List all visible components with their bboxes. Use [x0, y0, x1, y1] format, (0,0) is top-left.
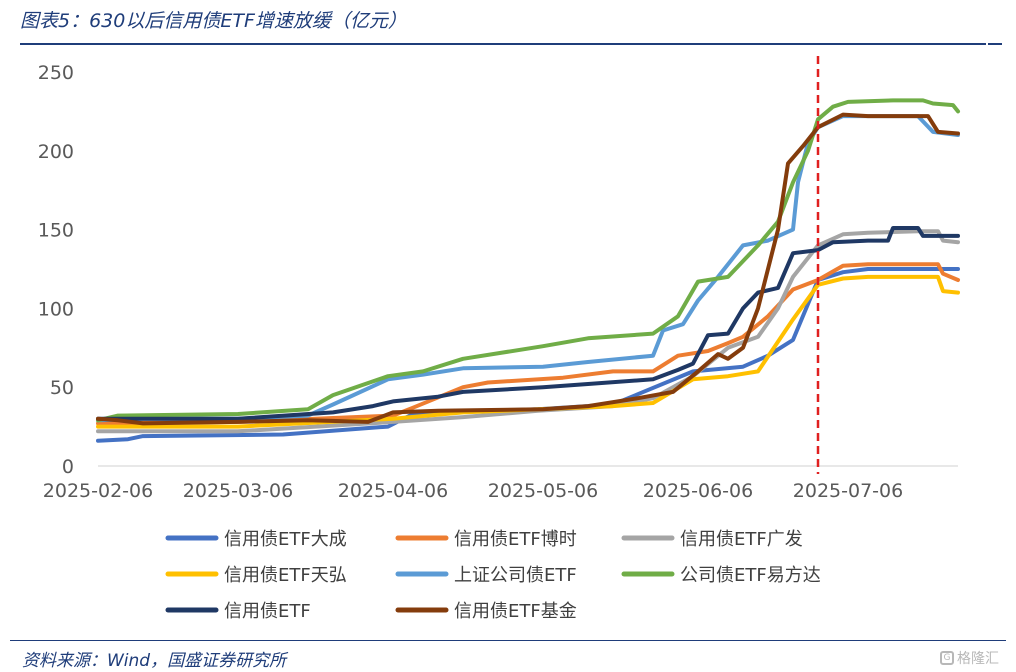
legend-label: 上证公司债ETF [454, 565, 577, 586]
x-tick-label: 2025-06-06 [643, 480, 753, 502]
series-line-3 [96, 274, 960, 429]
figure-header: 图表5：630以后信用债ETF增速放缓（亿元） [0, 0, 1016, 46]
legend-label: 信用债ETF博时 [454, 529, 577, 550]
figure-title: 图表5：630以后信用债ETF增速放缓（亿元） [20, 10, 407, 32]
y-tick-label: 200 [38, 141, 74, 163]
series-line-5 [96, 98, 960, 423]
legend-item: 信用债ETF广发 [621, 529, 803, 550]
header-rule-end [988, 43, 1002, 45]
y-tick-label: 50 [50, 377, 74, 399]
x-tick-label: 2025-07-06 [793, 480, 903, 502]
x-tick-label: 2025-04-06 [338, 480, 448, 502]
series-line-0 [96, 267, 960, 443]
legend-label: 信用债ETF基金 [454, 601, 577, 622]
series-lines [96, 98, 960, 443]
credit-bond-etf-line-chart: 0 50 100 150 200 250 2025-02-06 2025-03-06 2025-… [38, 56, 960, 622]
legend-label: 公司债ETF易方达 [680, 565, 821, 586]
legend-item: 信用债ETF博时 [395, 529, 577, 550]
legend-item: 公司债ETF易方达 [621, 565, 821, 586]
series-line-7 [96, 112, 960, 426]
legend-item: 信用债ETF大成 [165, 529, 347, 550]
x-tick-label: 2025-05-06 [488, 480, 598, 502]
legend-item: 信用债ETF天弘 [165, 565, 347, 586]
watermark-logo-icon: G [940, 651, 954, 665]
source-note: 资料来源：Wind，国盛证券研究所 [22, 651, 287, 671]
series-line-4 [96, 114, 960, 423]
series-line-1 [96, 262, 960, 426]
y-tick-label: 100 [38, 298, 74, 320]
x-tick-label: 2025-03-06 [183, 480, 293, 502]
legend-item: 上证公司债ETF [395, 565, 577, 586]
axes: 0 50 100 150 200 250 2025-02-06 2025-03-06 2025-… [38, 62, 958, 502]
header-rule [20, 43, 986, 45]
legend-item: 信用债ETF [165, 601, 311, 622]
watermark: G 格隆汇 [940, 648, 999, 668]
y-tick-label: 150 [38, 220, 74, 242]
x-tick-label: 2025-02-06 [43, 480, 153, 502]
y-tick-label: 0 [62, 456, 74, 478]
legend-item: 信用债ETF基金 [395, 601, 577, 622]
series-line-2 [96, 229, 960, 434]
legend-label: 信用债ETF大成 [224, 529, 347, 550]
legend-label: 信用债ETF广发 [680, 529, 803, 550]
series-line-6 [96, 226, 960, 421]
legend-label: 信用债ETF天弘 [224, 565, 347, 586]
y-tick-label: 250 [38, 62, 74, 84]
watermark-text: 格隆汇 [957, 651, 999, 667]
legend-label: 信用债ETF [224, 601, 311, 622]
footer-rule [10, 640, 1006, 641]
